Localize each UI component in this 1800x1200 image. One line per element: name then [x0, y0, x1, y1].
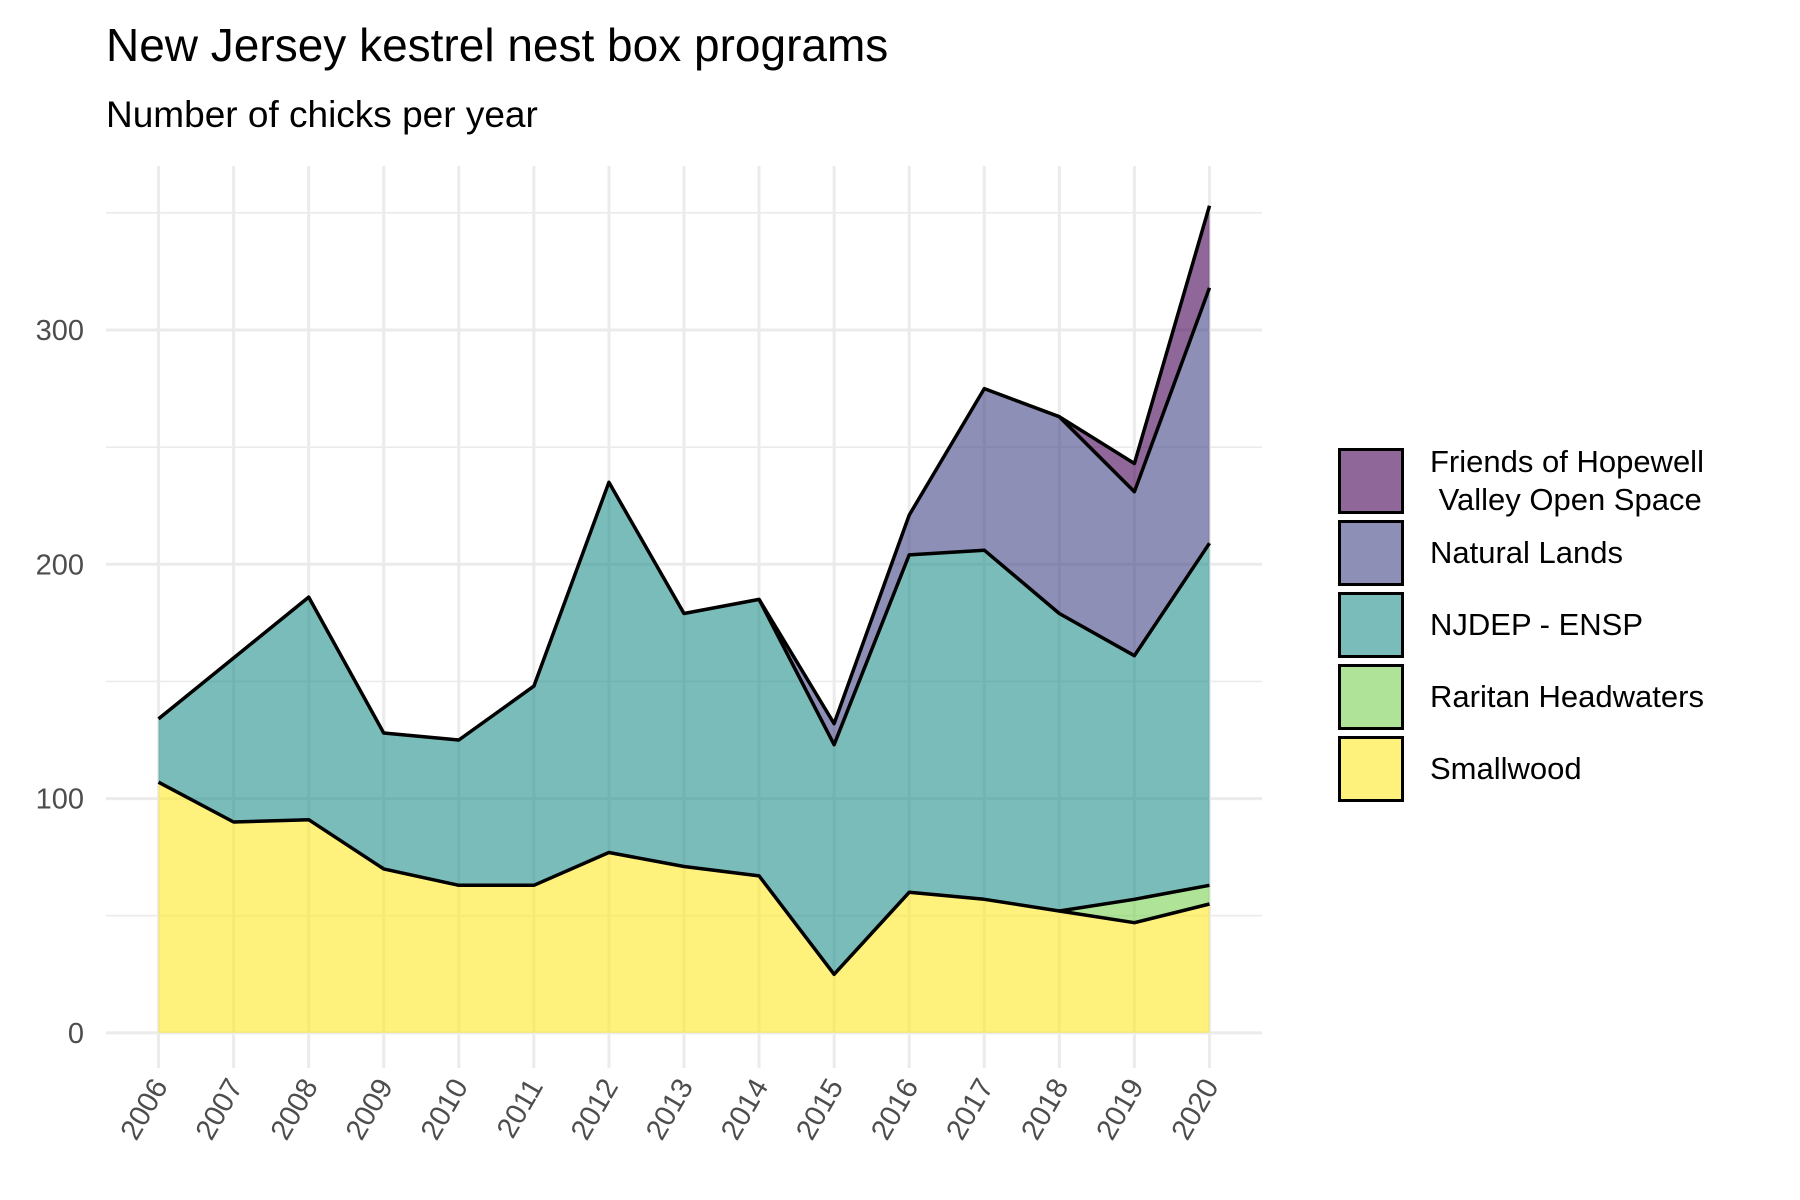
legend-swatch — [1338, 664, 1404, 730]
legend-swatch — [1338, 592, 1404, 658]
area-smallwood — [158, 782, 1210, 1033]
x-tick-label: 2010 — [415, 1074, 475, 1146]
x-tick-label: 2013 — [640, 1074, 700, 1146]
legend-label: Friends of Hopewell Valley Open Space — [1430, 444, 1704, 517]
area-natural-lands — [158, 287, 1210, 745]
x-tick-label: 2008 — [265, 1074, 325, 1146]
legend-label: Raritan Headwaters — [1430, 679, 1704, 714]
y-axis: 0 100 200 300 — [36, 315, 84, 1050]
chart-subtitle: Number of chicks per year — [106, 94, 538, 135]
area-layers — [158, 205, 1210, 1033]
legend-swatch — [1338, 520, 1404, 586]
series-line-smallwood — [157, 780, 1210, 977]
legend-swatch — [1338, 448, 1404, 514]
y-tick-label: 300 — [36, 315, 84, 347]
series-line-natural-lands — [757, 287, 1212, 726]
chart-title: New Jersey kestrel nest box programs — [106, 19, 889, 71]
x-tick-label: 2017 — [940, 1074, 1000, 1146]
legend-swatch — [1338, 736, 1404, 802]
legend-label: NJDEP - ENSP — [1430, 607, 1644, 642]
y-tick-label: 100 — [36, 784, 84, 816]
x-tick-label: 2018 — [1015, 1074, 1075, 1146]
legend-label: Smallwood — [1430, 751, 1582, 786]
area-njdep-ensp — [158, 482, 1210, 975]
x-tick-label: 2020 — [1166, 1074, 1226, 1146]
y-tick-label: 0 — [68, 1018, 84, 1050]
x-tick-label: 2007 — [190, 1074, 250, 1146]
y-tick-label: 200 — [36, 549, 84, 581]
x-tick-label: 2012 — [565, 1074, 625, 1146]
x-tick-label: 2014 — [715, 1074, 775, 1146]
series-line-njdep-ensp — [157, 480, 1211, 747]
x-tick-label: 2009 — [340, 1074, 400, 1146]
series-line-raritan-headwaters — [1059, 883, 1210, 913]
legend-label: Natural Lands — [1430, 535, 1624, 570]
series-line-friends-of-hopewell-valley-open-space — [1058, 205, 1212, 466]
x-tick-label: 2006 — [115, 1074, 175, 1146]
x-tick-label: 2011 — [491, 1074, 550, 1144]
x-tick-label: 2019 — [1090, 1074, 1150, 1146]
x-tick-label: 2015 — [790, 1074, 850, 1146]
series-outlines — [157, 205, 1212, 977]
x-tick-label: 2016 — [865, 1074, 925, 1146]
x-axis: 2006 2007 2008 2009 2010 2011 2012 2013 2014 2015… — [115, 1074, 1226, 1146]
